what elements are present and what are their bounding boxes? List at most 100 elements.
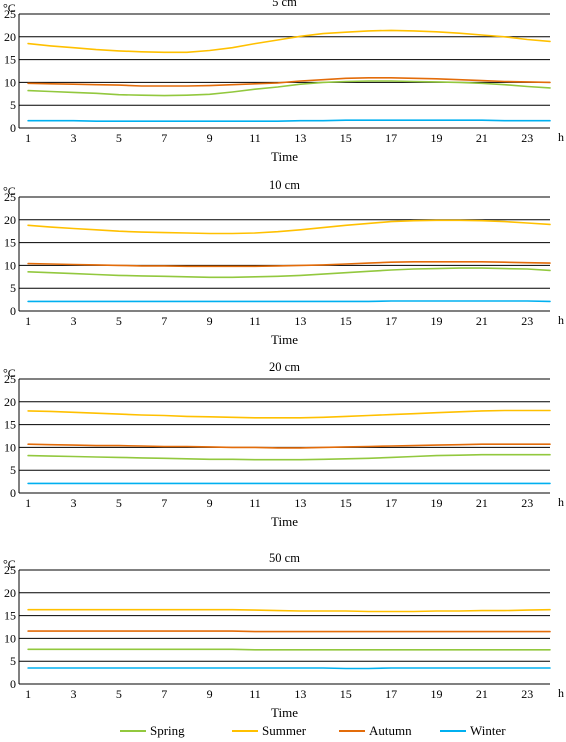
- x-tick-label: 19: [431, 687, 443, 701]
- y-tick-label: 25: [4, 372, 16, 386]
- y-tick-label: 0: [10, 677, 16, 691]
- y-tick-label: 5: [10, 463, 16, 477]
- x-tick-label: 23: [521, 131, 533, 145]
- x-unit-label: h: [558, 130, 564, 144]
- chart-title: 20 cm: [269, 360, 300, 374]
- legend-item-spring: Spring: [120, 723, 185, 738]
- x-tick-label: 17: [385, 314, 397, 328]
- y-tick-label: 20: [4, 213, 16, 227]
- x-tick-label: 1: [25, 131, 31, 145]
- x-tick-label: 11: [249, 131, 261, 145]
- x-tick-label: 7: [161, 131, 167, 145]
- y-tick-label: 15: [4, 53, 16, 67]
- x-tick-label: 15: [340, 314, 352, 328]
- series-line-winter: [27, 119, 551, 122]
- series-line-summer: [27, 29, 551, 54]
- x-tick-label: 11: [249, 687, 261, 701]
- x-unit-label: h: [558, 495, 564, 509]
- x-tick-label: 1: [25, 314, 31, 328]
- x-tick-label: 9: [207, 131, 213, 145]
- series-line-autumn: [27, 260, 551, 268]
- x-tick-label: 3: [70, 687, 76, 701]
- series-line-autumn: [27, 443, 551, 449]
- y-tick-label: 0: [10, 304, 16, 318]
- y-tick-label: 5: [10, 654, 16, 668]
- y-tick-label: 10: [4, 75, 16, 89]
- y-tick-label: 5: [10, 281, 16, 295]
- x-tick-label: 3: [70, 496, 76, 510]
- legend-label: Autumn: [369, 723, 412, 738]
- y-tick-label: 5: [10, 98, 16, 112]
- x-tick-label: 19: [431, 496, 443, 510]
- y-unit-label: °C: [3, 184, 16, 198]
- x-tick-label: 11: [249, 314, 261, 328]
- x-axis-label: Time: [271, 514, 298, 529]
- y-unit-label: °C: [3, 1, 16, 15]
- y-tick-label: 10: [4, 258, 16, 272]
- x-tick-label: 3: [70, 314, 76, 328]
- x-tick-label: 5: [116, 687, 122, 701]
- x-tick-label: 15: [340, 131, 352, 145]
- y-tick-label: 15: [4, 418, 16, 432]
- x-axis-label: Time: [271, 332, 298, 347]
- series-line-spring: [27, 453, 551, 461]
- x-unit-label: h: [558, 313, 564, 327]
- x-tick-label: 9: [207, 687, 213, 701]
- series-line-spring: [27, 267, 551, 279]
- legend-label: Winter: [470, 723, 506, 738]
- y-unit-label: °C: [3, 557, 16, 571]
- x-tick-label: 13: [294, 496, 306, 510]
- y-tick-label: 0: [10, 121, 16, 135]
- x-tick-label: 23: [521, 687, 533, 701]
- x-tick-label: 13: [294, 131, 306, 145]
- x-tick-label: 5: [116, 496, 122, 510]
- legend: Spring Summer Autumn Winter: [120, 723, 506, 738]
- chart-title: 50 cm: [269, 551, 300, 565]
- series-line-summer: [27, 409, 551, 419]
- x-tick-label: 9: [207, 314, 213, 328]
- x-tick-label: 17: [385, 687, 397, 701]
- y-tick-label: 15: [4, 609, 16, 623]
- chart-title: 10 cm: [269, 178, 300, 192]
- x-tick-label: 21: [476, 314, 488, 328]
- y-tick-label: 25: [4, 190, 16, 204]
- x-tick-label: 5: [116, 131, 122, 145]
- series-line-autumn: [27, 630, 551, 633]
- x-tick-label: 19: [431, 131, 443, 145]
- x-unit-label: h: [558, 686, 564, 700]
- y-tick-label: 15: [4, 236, 16, 250]
- series-line-spring: [27, 648, 551, 651]
- legend-item-summer: Summer: [232, 723, 307, 738]
- x-tick-label: 1: [25, 687, 31, 701]
- y-tick-label: 20: [4, 30, 16, 44]
- y-tick-label: 20: [4, 586, 16, 600]
- x-tick-label: 21: [476, 131, 488, 145]
- y-tick-label: 25: [4, 7, 16, 21]
- x-tick-label: 15: [340, 496, 352, 510]
- x-tick-label: 13: [294, 314, 306, 328]
- series-line-summer: [27, 219, 551, 235]
- legend-label: Spring: [150, 723, 185, 738]
- y-tick-label: 25: [4, 563, 16, 577]
- x-tick-label: 1: [25, 496, 31, 510]
- x-tick-label: 15: [340, 687, 352, 701]
- y-unit-label: °C: [3, 366, 16, 380]
- series-line-spring: [27, 80, 551, 97]
- x-tick-label: 23: [521, 496, 533, 510]
- x-tick-label: 19: [431, 314, 443, 328]
- legend-label: Summer: [262, 723, 307, 738]
- x-tick-label: 5: [116, 314, 122, 328]
- x-tick-label: 17: [385, 496, 397, 510]
- x-tick-label: 11: [249, 496, 261, 510]
- x-tick-label: 17: [385, 131, 397, 145]
- legend-item-winter: Winter: [440, 723, 506, 738]
- x-tick-label: 7: [161, 687, 167, 701]
- y-tick-label: 20: [4, 395, 16, 409]
- x-tick-label: 21: [476, 496, 488, 510]
- series-line-summer: [27, 608, 551, 613]
